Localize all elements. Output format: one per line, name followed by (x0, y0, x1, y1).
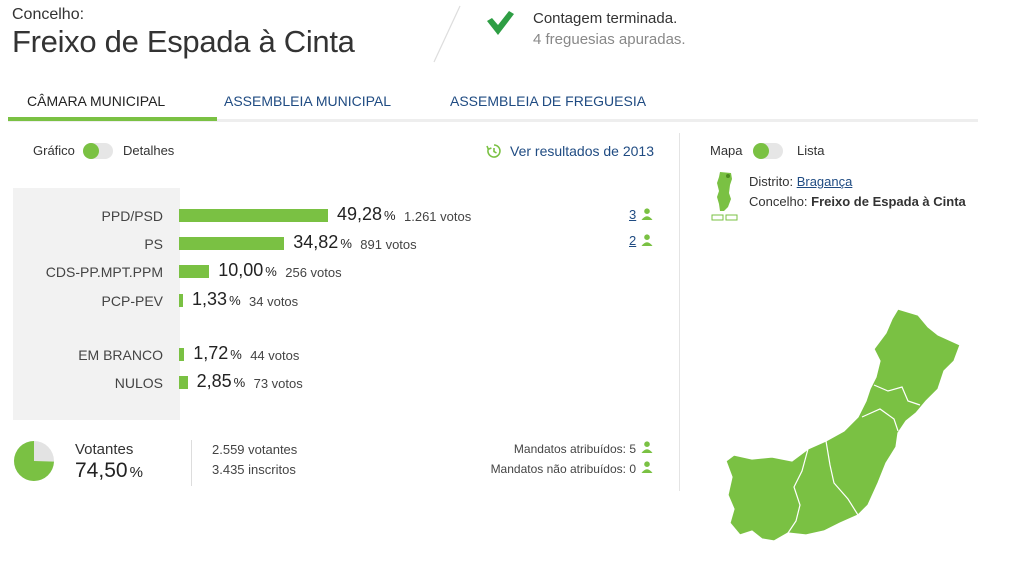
person-icon (641, 234, 653, 246)
result-votes-pcp-pev: 34 votos (249, 294, 299, 309)
turnout-value: 74,50% (75, 459, 143, 482)
toggle-knob (753, 143, 769, 159)
view-toggle[interactable] (83, 143, 113, 159)
result-votes-ps: 891 votos (360, 237, 417, 252)
status-title: Contagem terminada. (533, 10, 678, 27)
party-label-pcp-pev: PCP-PEV (101, 293, 163, 309)
result-bar-cds-pp-mpt-ppm (179, 265, 210, 278)
active-tab-indicator (8, 117, 217, 121)
section-divider (679, 133, 680, 491)
footer-divider (191, 440, 192, 486)
mandates-unassigned: Mandatos não atribuídos: 0 (490, 462, 636, 476)
result-votes-nulos: 73 votos (253, 376, 303, 391)
tab-bar: CÂMARA MUNICIPAL ASSEMBLEIA MUNICIPAL AS… (8, 86, 978, 122)
result-votes-em-branco: 44 votos (250, 348, 300, 363)
header-label: Concelho: (12, 6, 85, 23)
result-percent-cds-pp-mpt-ppm: 10,00% (218, 260, 277, 280)
result-percent-nulos: 2,85% (196, 371, 246, 391)
portugal-mini-map-icon[interactable] (711, 171, 739, 221)
seats-link-ps[interactable]: 2 (629, 233, 637, 248)
party-label-ps: PS (144, 236, 163, 252)
party-label-nulos: NULOS (114, 375, 163, 391)
result-percent-ps: 34,82% (293, 232, 352, 252)
result-bar-ppd-psd (179, 209, 328, 222)
person-icon (641, 441, 653, 453)
history-clock-icon (486, 144, 501, 158)
result-bar-ps (179, 237, 285, 250)
party-label-cds-pp-mpt-ppm: CDS-PP.MPT.PPM (45, 264, 163, 280)
view-toggle-right-label: Detalhes (123, 143, 175, 158)
result-votes-ppd-psd: 1.261 votos (404, 209, 472, 224)
registered-count: 3.435 inscritos (212, 462, 296, 477)
status-subtitle: 4 freguesias apuradas. (533, 31, 686, 48)
district-row: Distrito: Bragança (749, 174, 853, 189)
tab-assembleia-freguesia[interactable]: ASSEMBLEIA DE FREGUESIA (450, 93, 647, 109)
tab-assembleia-municipal[interactable]: ASSEMBLEIA MUNICIPAL (224, 93, 392, 109)
party-label-panel (13, 188, 180, 420)
turnout-pie (14, 441, 54, 481)
county-map[interactable] (722, 305, 966, 545)
result-bar-pcp-pev (179, 294, 184, 307)
county-name: Freixo de Espada à Cinta (811, 194, 966, 209)
result-percent-ppd-psd: 49,28% (337, 204, 396, 224)
map-toggle-left-label: Mapa (710, 143, 743, 158)
tab-camara-municipal[interactable]: CÂMARA MUNICIPAL (27, 93, 166, 109)
seats-link-ppd-psd[interactable]: 3 (629, 207, 637, 222)
header-divider (433, 5, 461, 63)
map-toggle-right-label: Lista (797, 143, 825, 158)
page-title: Freixo de Espada à Cinta (12, 24, 355, 59)
person-icon (641, 208, 653, 220)
result-votes-cds-pp-mpt-ppm: 256 votos (285, 265, 342, 280)
district-link[interactable]: Bragança (796, 174, 853, 189)
result-bar-nulos (179, 376, 188, 389)
person-icon (641, 461, 653, 473)
result-bar-em-branco (179, 348, 185, 361)
county-row: Concelho: Freixo de Espada à Cinta (749, 194, 966, 209)
party-label-em-branco: EM BRANCO (78, 347, 163, 363)
party-label-ppd-psd: PPD/PSD (101, 208, 163, 224)
result-percent-em-branco: 1,72% (193, 343, 242, 363)
checkmark-icon (487, 11, 514, 35)
mandates-assigned: Mandatos atribuídos: 5 (513, 442, 636, 456)
voters-count: 2.559 votantes (212, 442, 298, 457)
toggle-knob (83, 143, 99, 159)
history-link-label: Ver resultados de 2013 (510, 143, 654, 159)
result-percent-pcp-pev: 1,33% (192, 289, 241, 309)
map-toggle[interactable] (753, 143, 783, 159)
view-toggle-left-label: Gráfico (33, 143, 75, 158)
turnout-label: Votantes (75, 441, 134, 458)
